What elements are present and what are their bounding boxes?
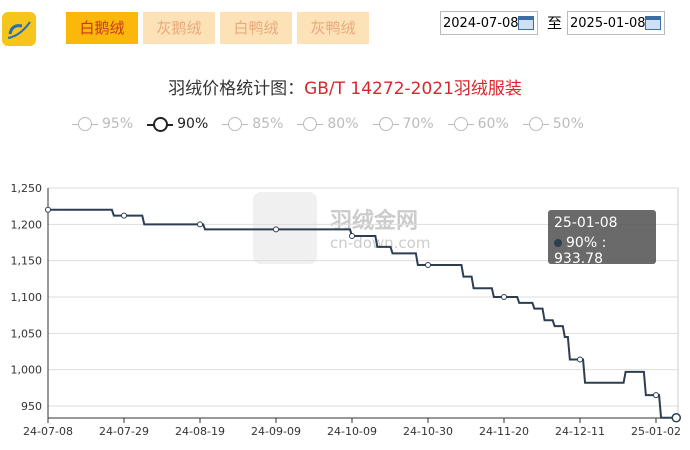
data-point[interactable]	[349, 232, 355, 239]
tab-0[interactable]: 白鹅绒	[66, 12, 138, 44]
y-tick-label: 1,150	[11, 255, 43, 268]
x-tick-label: 24-08-19	[175, 425, 225, 438]
y-tick-label: 950	[21, 400, 42, 413]
chart-title: 羽绒价格统计图：GB/T 14272-2021羽绒服装	[168, 79, 522, 99]
legend-item[interactable]: 60%	[447, 116, 509, 132]
legend-item[interactable]: 70%	[372, 116, 434, 132]
tooltip-value: 90% : 933.78	[554, 235, 607, 267]
data-point[interactable]	[45, 206, 51, 213]
x-tick-label: 24-10-09	[327, 425, 377, 438]
x-tick-label: 24-10-30	[403, 425, 453, 438]
y-tick-label: 1,100	[11, 291, 43, 304]
logo[interactable]	[2, 12, 36, 46]
x-tick-label: 24-09-09	[251, 425, 301, 438]
data-point[interactable]	[425, 262, 431, 269]
legend-marker-icon	[447, 117, 474, 131]
legend-item[interactable]: 50%	[522, 116, 584, 132]
y-tick-label: 1,000	[11, 364, 43, 377]
legend-item[interactable]: 95%	[72, 116, 133, 132]
legend: 95% 90% 85% 80% 70% 60% 50%	[72, 116, 584, 132]
legend-label: 90%	[177, 116, 209, 132]
x-tick-label: 24-07-08	[23, 425, 73, 438]
date-from-input[interactable]: 2024-07-08	[440, 11, 538, 35]
calendar-icon[interactable]	[518, 16, 534, 30]
legend-label: 70%	[402, 116, 434, 132]
tooltip-date: 25-01-08	[554, 215, 618, 231]
tab-1[interactable]: 灰鹅绒	[143, 12, 215, 44]
legend-marker-icon	[372, 117, 399, 131]
data-point[interactable]	[121, 212, 127, 219]
legend-label: 50%	[552, 116, 584, 132]
legend-item[interactable]: 90%	[147, 116, 208, 132]
legend-label: 60%	[477, 116, 509, 132]
legend-item[interactable]: 85%	[222, 116, 283, 132]
watermark-logo	[253, 192, 317, 264]
y-tick-label: 1,200	[11, 218, 43, 231]
tooltip: 25-01-08 90% : 933.78	[548, 210, 656, 267]
series-line	[48, 208, 677, 419]
x-tick-label: 24-07-29	[99, 425, 149, 438]
legend-marker-icon	[222, 117, 249, 131]
legend-marker-icon	[147, 117, 174, 132]
tab-3[interactable]: 灰鸭绒	[297, 12, 369, 44]
legend-label: 80%	[327, 116, 359, 132]
date-separator: 至	[547, 14, 563, 32]
watermark-url: cn-down.com	[330, 234, 430, 252]
series-dot-icon	[554, 239, 562, 247]
data-point[interactable]	[577, 356, 583, 363]
date-to-input[interactable]: 2025-01-08	[567, 11, 665, 35]
legend-marker-icon	[522, 117, 549, 131]
legend-label: 95%	[102, 116, 134, 132]
data-point-highlight[interactable]	[671, 413, 682, 423]
x-tick-label: 24-12-11	[555, 425, 605, 438]
data-point[interactable]	[653, 392, 659, 399]
data-point[interactable]	[501, 294, 507, 300]
y-tick-label: 1,050	[11, 327, 43, 340]
legend-marker-icon	[72, 117, 98, 131]
calendar-icon[interactable]	[645, 16, 661, 30]
data-point[interactable]	[197, 221, 203, 228]
legend-marker-icon	[297, 117, 324, 131]
legend-item[interactable]: 80%	[297, 116, 359, 132]
y-tick-label: 1,250	[11, 182, 43, 195]
data-point[interactable]	[273, 226, 279, 233]
tab-2[interactable]: 白鸭绒	[220, 12, 292, 44]
x-tick-label: 24-11-20	[479, 425, 529, 438]
logo-feather-icon	[7, 21, 31, 39]
x-tick-label: 25-01-02	[631, 425, 681, 438]
legend-label: 85%	[252, 116, 284, 132]
